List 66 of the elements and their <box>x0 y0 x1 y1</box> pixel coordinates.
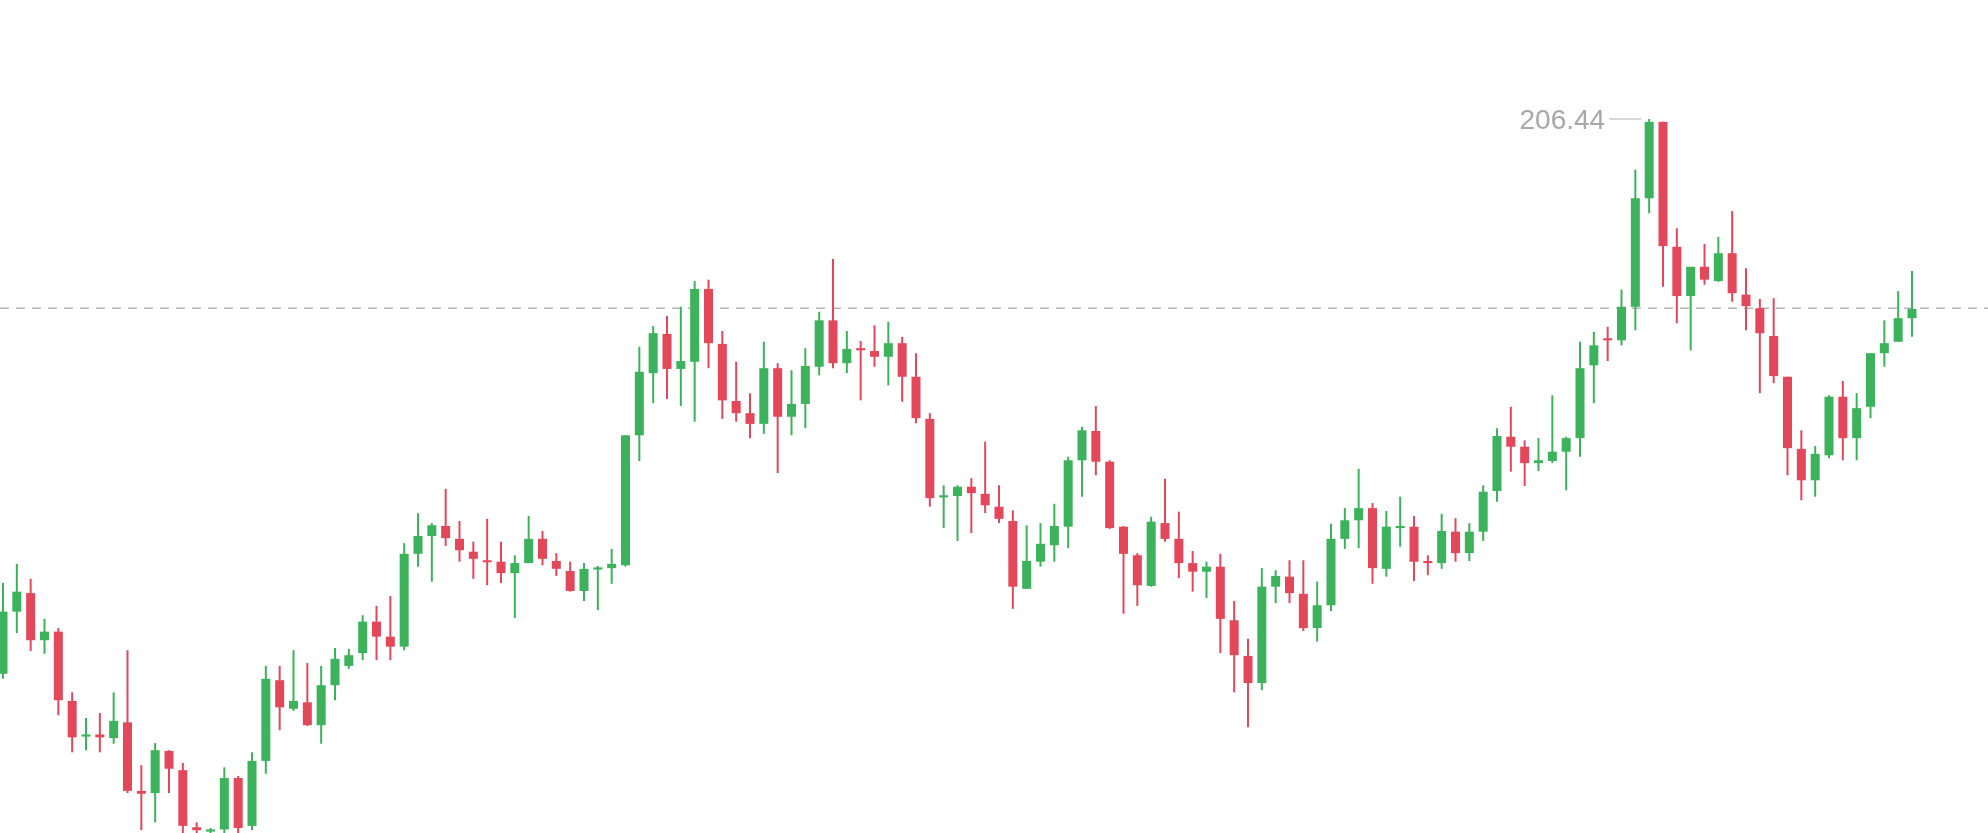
candlestick <box>551 552 561 577</box>
candlestick <box>1395 495 1405 548</box>
candlestick <box>1907 270 1917 338</box>
candlestick <box>994 484 1004 525</box>
candlestick <box>1547 394 1557 465</box>
annotation: 206.44 <box>1519 103 1606 135</box>
candlestick <box>1893 290 1903 343</box>
candlestick <box>496 540 506 585</box>
candlestick <box>1160 477 1170 543</box>
candlestick <box>441 487 451 547</box>
candlestick <box>1561 435 1571 492</box>
candlestick <box>1603 325 1613 363</box>
candlestick <box>1423 554 1433 577</box>
candlestick <box>385 594 395 662</box>
candlestick <box>344 647 354 670</box>
candlestick <box>842 330 852 375</box>
candlestick <box>980 440 990 515</box>
candlestick <box>1879 319 1889 368</box>
candlestick <box>1202 560 1211 600</box>
candlestick <box>136 764 146 832</box>
candlestick <box>1700 242 1709 286</box>
candlestick <box>1188 549 1198 593</box>
candlestick <box>302 662 312 727</box>
candlestick <box>109 691 119 745</box>
candlestick <box>510 554 520 620</box>
candlestick <box>40 617 49 655</box>
candlestick <box>1285 559 1294 605</box>
candlestick <box>289 649 298 712</box>
candlestick <box>1451 517 1460 563</box>
candlestick <box>164 749 174 795</box>
candlestick <box>1520 439 1530 487</box>
candlestick <box>939 484 949 530</box>
candlestick <box>95 712 105 754</box>
candlestick <box>1534 437 1543 472</box>
candlestick <box>607 547 617 585</box>
candlestick <box>81 717 91 752</box>
candlestick <box>468 540 478 580</box>
candlestick <box>1741 267 1751 332</box>
candlestick <box>1506 405 1516 473</box>
candlestick <box>427 522 437 583</box>
candlestick <box>482 517 492 587</box>
candlestick <box>538 529 547 567</box>
candlestick <box>1464 522 1474 562</box>
candlestick <box>372 604 381 662</box>
candlestick <box>883 320 893 387</box>
candlestick <box>870 324 879 368</box>
candlestick <box>856 340 866 402</box>
candlestick <box>1354 467 1364 550</box>
candlestick <box>1312 580 1322 643</box>
candlestick <box>565 560 575 593</box>
candlestick <box>731 360 741 423</box>
candlestick <box>1589 330 1599 405</box>
candlestick <box>1271 569 1281 605</box>
candlestick <box>579 562 589 602</box>
candlestick <box>593 564 603 612</box>
candlestick <box>745 392 755 440</box>
candlestick <box>413 512 423 568</box>
candlestick <box>787 369 796 437</box>
candlestick <box>1049 502 1059 563</box>
candlestick <box>12 562 22 635</box>
candlestick <box>966 477 976 535</box>
candlestick <box>1036 522 1045 568</box>
candlestick <box>676 305 686 408</box>
candlestick <box>953 484 962 542</box>
candlestick <box>455 519 464 563</box>
candlestick <box>1340 507 1350 550</box>
